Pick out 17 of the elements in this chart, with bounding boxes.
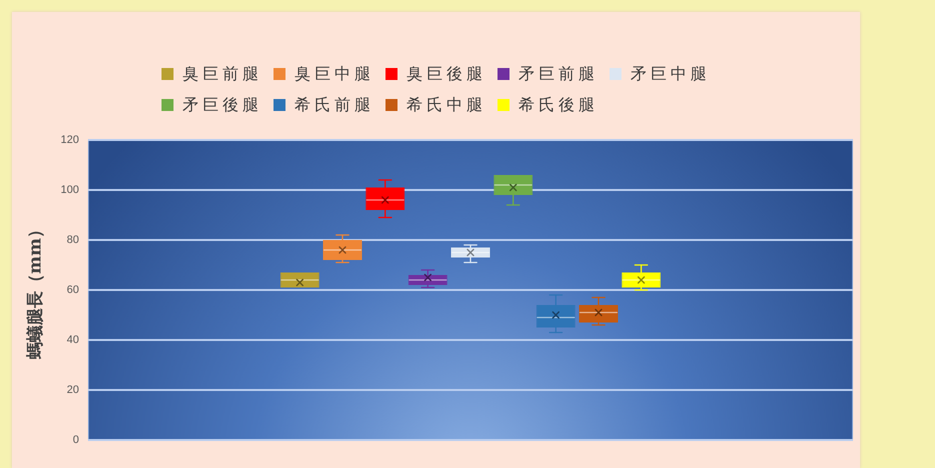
legend-label: 臭巨中腿 [294, 64, 374, 84]
y-tick-label: 80 [66, 234, 79, 246]
legend-label: 臭巨後腿 [406, 64, 486, 84]
legend-label: 矛巨後腿 [182, 95, 262, 114]
legend-label: 希氏前腿 [294, 95, 374, 114]
legend-label: 矛巨前腿 [518, 64, 598, 84]
legend-label: 矛巨中腿 [630, 64, 710, 84]
y-axis-title: 螞蟻腿長（mm） [26, 221, 46, 360]
y-tick-label: 20 [66, 384, 79, 396]
y-tick-label: 100 [60, 184, 79, 196]
y-tick-label: 60 [66, 284, 79, 296]
y-tick-label: 0 [72, 434, 79, 446]
legend-label: 臭巨前腿 [182, 64, 262, 84]
legend-label: 希氏中腿 [406, 95, 486, 114]
y-tick-label: 40 [66, 334, 79, 346]
y-tick-label: 120 [60, 134, 79, 146]
legend-label: 希氏後腿 [518, 95, 598, 114]
